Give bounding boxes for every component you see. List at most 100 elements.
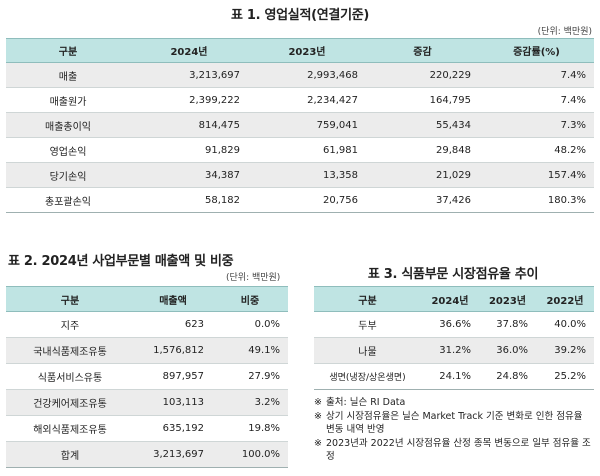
cell-value: 897,957 xyxy=(134,363,212,390)
table3-header-cell: 2024년 xyxy=(421,286,479,312)
note-text: 출처: 닐슨 RI Data xyxy=(326,397,406,408)
row-label: 지주 xyxy=(6,311,134,338)
cell-value: 40.0% xyxy=(536,311,594,338)
row-label: 합계 xyxy=(6,441,134,468)
cell-value: 20,756 xyxy=(248,187,366,213)
cell-value: 24.1% xyxy=(421,363,479,390)
cell-value: 0.0% xyxy=(212,311,288,338)
cell-value: 21,029 xyxy=(366,162,479,188)
table2-header-cell: 구분 xyxy=(6,286,134,312)
table-row: 나물 31.2% 36.0% 39.2% xyxy=(314,337,594,364)
table1-header-cell: 구분 xyxy=(6,38,130,63)
note-mark: ※ xyxy=(314,437,322,449)
cell-value: 29,848 xyxy=(366,137,479,163)
cell-value: 7.4% xyxy=(479,62,594,88)
cell-value: 7.3% xyxy=(479,112,594,138)
table-row: 해외식품제조유통 635,192 19.8% xyxy=(6,415,288,442)
row-label: 영업손익 xyxy=(6,137,130,163)
table2-title: 표 2. 2024년 사업부문별 매출액 및 비중 xyxy=(8,254,234,269)
table-row: 매출총이익 814,475 759,041 55,434 7.3% xyxy=(6,112,594,138)
row-label: 건강케어제조유통 xyxy=(6,389,134,416)
table2-header-cell: 비중 xyxy=(212,286,288,312)
table-row: 식품서비스유통 897,957 27.9% xyxy=(6,363,288,390)
cell-value: 635,192 xyxy=(134,415,212,442)
table1-header-cell: 증감률(%) xyxy=(479,38,594,63)
table3-header-cell: 2022년 xyxy=(536,286,594,312)
table-row: 국내식품제조유통 1,576,812 49.1% xyxy=(6,337,288,364)
table2-unit: (단위: 백만원) xyxy=(226,273,281,283)
cell-value: 36.0% xyxy=(479,337,536,364)
cell-value: 13,358 xyxy=(248,162,366,188)
cell-value: 48.2% xyxy=(479,137,594,163)
table-row: 영업손익 91,829 61,981 29,848 48.2% xyxy=(6,137,594,163)
cell-value: 31.2% xyxy=(421,337,479,364)
table-row: 당기손익 34,387 13,358 21,029 157.4% xyxy=(6,162,594,188)
table2-segment-sales: 구분 매출액 비중 지주 623 0.0% 국내식품제조유통 1,576,812… xyxy=(6,286,288,468)
table1-title: 표 1. 영업실적(연결기준) xyxy=(230,8,370,23)
cell-value: 3,213,697 xyxy=(134,441,212,468)
row-label: 두부 xyxy=(314,311,421,338)
cell-value: 814,475 xyxy=(130,112,248,138)
cell-value: 19.8% xyxy=(212,415,288,442)
cell-value: 3.2% xyxy=(212,389,288,416)
cell-value: 36.6% xyxy=(421,311,479,338)
cell-value: 2,399,222 xyxy=(130,87,248,113)
note-mark: ※ xyxy=(314,410,322,422)
row-label: 매출총이익 xyxy=(6,112,130,138)
table1-header-cell: 증감 xyxy=(366,38,479,63)
cell-value: 34,387 xyxy=(130,162,248,188)
cell-value: 58,182 xyxy=(130,187,248,213)
table3-header-cell: 2023년 xyxy=(479,286,536,312)
footnote: ※ 출처: 닐슨 RI Data xyxy=(314,396,594,410)
cell-value: 7.4% xyxy=(479,87,594,113)
note-mark: ※ xyxy=(314,397,322,408)
cell-value: 61,981 xyxy=(248,137,366,163)
table-row: 건강케어제조유통 103,113 3.2% xyxy=(6,389,288,416)
table1-operating-results: 구분 2024년 2023년 증감 증감률(%) 매출 3,213,697 2,… xyxy=(6,38,594,213)
note-text: 2023년과 2022년 시장점유율 산정 종목 변동으로 일부 점유율 조정 xyxy=(326,437,591,463)
note-text: 상기 시장점유율은 닐슨 Market Track 기준 변화로 인한 점유율 … xyxy=(326,410,583,436)
cell-value: 623 xyxy=(134,311,212,338)
footnote: ※ 2023년과 2022년 시장점유율 산정 종목 변동으로 일부 점유율 조… xyxy=(314,437,594,464)
table-row: 지주 623 0.0% xyxy=(6,311,288,338)
row-label: 식품서비스유통 xyxy=(6,363,134,390)
table3-title: 표 3. 식품부문 시장점유율 추이 xyxy=(367,267,539,282)
cell-value: 3,213,697 xyxy=(130,62,248,88)
cell-value: 27.9% xyxy=(212,363,288,390)
table3-header-cell: 구분 xyxy=(314,286,421,312)
row-label: 매출원가 xyxy=(6,87,130,113)
cell-value: 37.8% xyxy=(479,311,536,338)
table-row: 매출원가 2,399,222 2,234,427 164,795 7.4% xyxy=(6,87,594,113)
table-row: 매출 3,213,697 2,993,468 220,229 7.4% xyxy=(6,62,594,88)
cell-value: 39.2% xyxy=(536,337,594,364)
cell-value: 25.2% xyxy=(536,363,594,390)
row-label: 매출 xyxy=(6,62,130,88)
cell-value: 91,829 xyxy=(130,137,248,163)
cell-value: 220,229 xyxy=(366,62,479,88)
footnote: ※ 상기 시장점유율은 닐슨 Market Track 기준 변화로 인한 점유… xyxy=(314,410,594,437)
table2-header-cell: 매출액 xyxy=(134,286,212,312)
cell-value: 2,234,427 xyxy=(248,87,366,113)
row-label: 국내식품제조유통 xyxy=(6,337,134,364)
row-label: 당기손익 xyxy=(6,162,130,188)
row-label: 나물 xyxy=(314,337,421,364)
table3-market-share: 구분 2024년 2023년 2022년 두부 36.6% 37.8% 40.0… xyxy=(314,286,594,390)
cell-value: 100.0% xyxy=(212,441,288,468)
table1-header-cell: 2024년 xyxy=(130,38,248,63)
table1-unit: (단위: 백만원) xyxy=(537,27,592,37)
cell-value: 164,795 xyxy=(366,87,479,113)
cell-value: 759,041 xyxy=(248,112,366,138)
cell-value: 180.3% xyxy=(479,187,594,213)
cell-value: 103,113 xyxy=(134,389,212,416)
row-label: 생면(냉장/상온생면) xyxy=(314,363,421,390)
cell-value: 49.1% xyxy=(212,337,288,364)
table-row: 두부 36.6% 37.8% 40.0% xyxy=(314,311,594,338)
table-row: 총포괄손익 58,182 20,756 37,426 180.3% xyxy=(6,187,594,213)
row-label: 총포괄손익 xyxy=(6,187,130,213)
cell-value: 2,993,468 xyxy=(248,62,366,88)
table-row: 합계 3,213,697 100.0% xyxy=(6,441,288,468)
table-row: 생면(냉장/상온생면) 24.1% 24.8% 25.2% xyxy=(314,363,594,390)
footnotes: ※ 출처: 닐슨 RI Data ※ 상기 시장점유율은 닐슨 Market T… xyxy=(314,396,594,464)
row-label: 해외식품제조유통 xyxy=(6,415,134,442)
cell-value: 157.4% xyxy=(479,162,594,188)
